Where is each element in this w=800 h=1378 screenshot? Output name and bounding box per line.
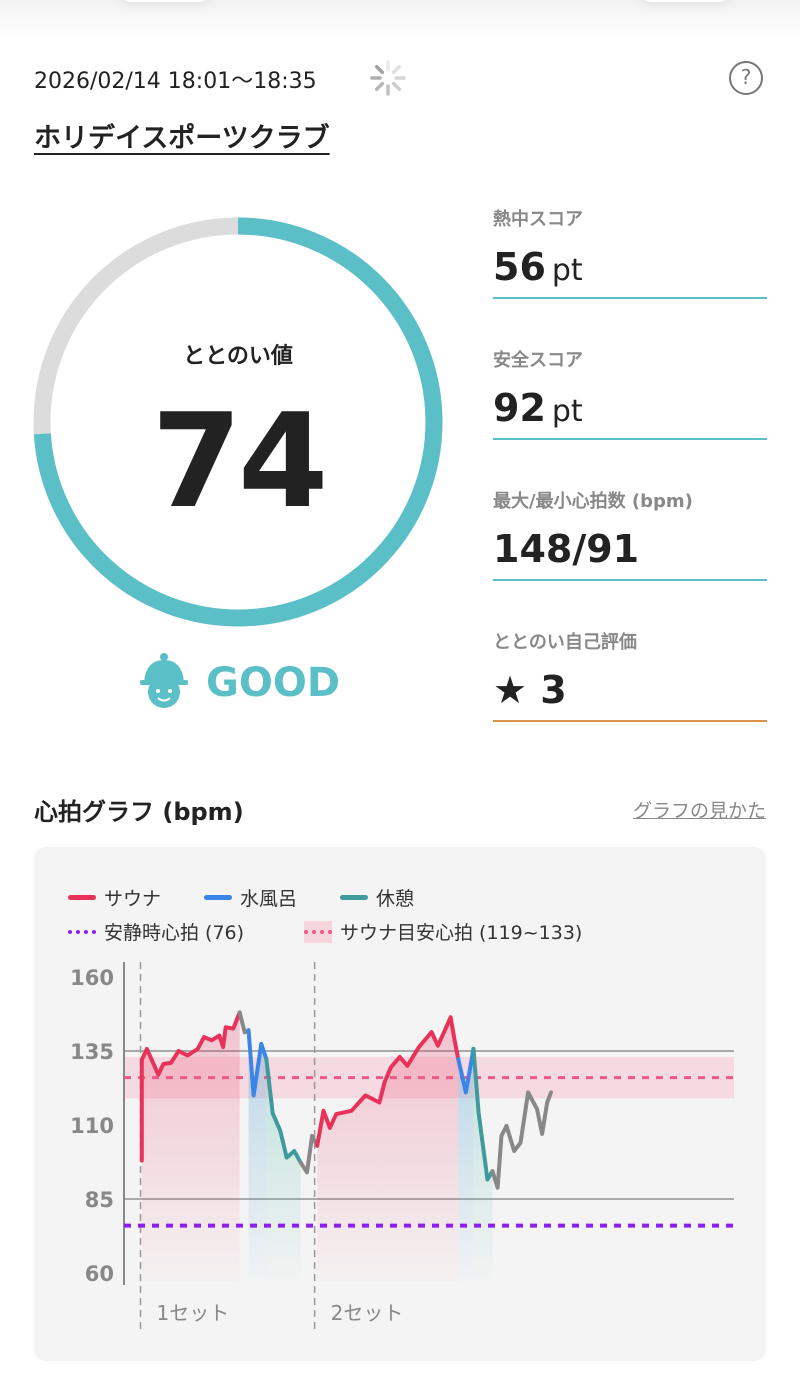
y-tick-label: 110 [70, 1114, 114, 1138]
y-tick-label: 135 [70, 1040, 114, 1064]
legend-resting-hr: 安静時心拍 (76) [68, 918, 244, 945]
stat-label: 熱中スコア [493, 209, 583, 230]
top-nav-pill[interactable] [640, 0, 730, 2]
hr-line-sauna [139, 1010, 242, 1163]
area-cold [458, 1048, 474, 1281]
stat-value: 3 [540, 668, 567, 712]
stat-heat-score: 熱中スコア 56 pt [493, 205, 767, 299]
legend-rest: 休憩 [340, 884, 414, 911]
y-tick-label: 160 [70, 966, 114, 990]
score-ring [33, 217, 443, 627]
hr-line-cold [456, 1046, 476, 1095]
mascot-icon [140, 653, 188, 708]
stat-value: 56 [493, 245, 546, 289]
session-datetime: 2026/02/14 18:01～18:35 [34, 69, 317, 94]
help-button[interactable]: ? [729, 61, 763, 95]
hr-line-rest [471, 1046, 495, 1182]
hr-line-sauna [315, 1015, 461, 1148]
stat-value: 148/91 [493, 527, 640, 571]
top-nav-pill[interactable] [120, 0, 210, 2]
stat-self-rating[interactable]: ととのい自己評価 ★ 3 [493, 628, 767, 722]
score-label: ととのい値 [183, 344, 293, 369]
legend-target: サウナ目安心拍 (119~133) [304, 918, 582, 945]
hr-line-other [490, 1090, 553, 1190]
y-tick-label: 60 [85, 1262, 114, 1286]
grade-label: GOOD [206, 660, 341, 706]
stat-safety-score: 安全スコア 92 pt [493, 346, 767, 440]
chart-help-link[interactable]: グラフの見かた [632, 800, 766, 822]
hr-line-cold [246, 1028, 269, 1098]
stat-label: 最大/最小心拍数 (bpm) [493, 491, 693, 512]
stat-label: ととのい自己評価 [493, 632, 637, 653]
y-tick-label: 85 [85, 1188, 114, 1212]
star-icon: ★ [493, 668, 541, 712]
loading-spinner-icon [370, 60, 406, 96]
ring-progress [33, 217, 443, 627]
legend-cold: 水風呂 [204, 884, 297, 911]
hr-line-other [298, 1133, 320, 1175]
legend-sauna: サウナ [68, 884, 161, 911]
venue-link[interactable]: ホリデイスポーツクラブ [34, 123, 330, 154]
stat-unit: pt [551, 394, 583, 429]
set-label: 2セット [331, 1301, 404, 1325]
stat-heart-rate: 最大/最小心拍数 (bpm) 148/91 [493, 487, 767, 581]
area-rest [473, 1048, 493, 1281]
stat-unit: pt [551, 253, 583, 288]
score-value: 74 [151, 385, 329, 537]
top-fade [0, 0, 800, 40]
area-sauna [317, 1017, 459, 1281]
hr-line-rest [264, 1056, 303, 1165]
chart-title: 心拍グラフ (bpm) [34, 798, 244, 826]
set-label: 1セット [157, 1301, 230, 1325]
stat-label: 安全スコア [493, 350, 583, 371]
area-sauna [141, 1012, 240, 1281]
stat-value: 92 [493, 386, 546, 430]
